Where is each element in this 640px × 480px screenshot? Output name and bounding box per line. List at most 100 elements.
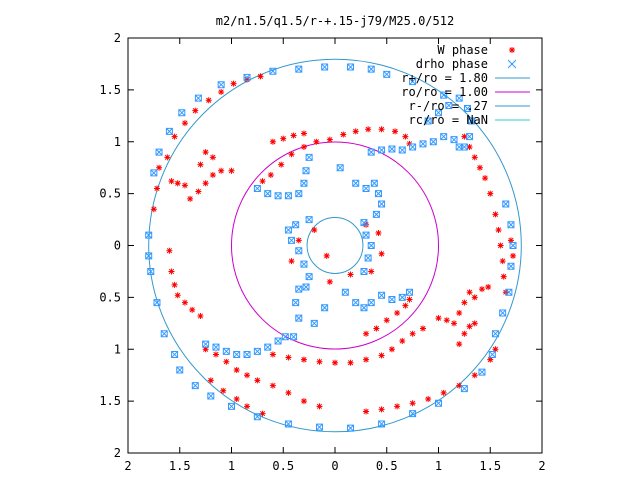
drho-phase-point: [507, 221, 515, 229]
drho-phase-point: [155, 148, 163, 156]
reference-circle: [148, 58, 522, 433]
w-phase-point: [487, 356, 494, 363]
w-phase-point: [482, 175, 489, 182]
w-phase-point: [171, 281, 178, 288]
legend-x-key: [507, 59, 517, 69]
w-phase-point: [461, 330, 468, 337]
w-phase-point: [230, 80, 237, 87]
drho-phase-point: [302, 167, 310, 175]
drho-phase-point: [388, 145, 396, 153]
w-phase-point: [352, 128, 359, 135]
w-phase-point: [288, 258, 295, 265]
w-phase-point: [495, 226, 502, 233]
reference-circles: [148, 58, 522, 433]
w-phase-point: [509, 47, 515, 53]
w-phase-point: [383, 317, 390, 324]
drho-phase-point: [295, 190, 303, 198]
x-tick-label: 1.5: [169, 459, 191, 473]
w-phase-point: [254, 377, 261, 384]
w-phase-point: [181, 182, 188, 189]
w-phase-point: [202, 149, 209, 156]
drho-phase-point: [499, 309, 507, 317]
w-phase-point: [285, 389, 292, 396]
drho-phase-point: [145, 252, 153, 260]
y-tick-label: 1.5: [99, 83, 121, 97]
w-phase-point: [461, 299, 468, 306]
drho-phase-point: [253, 184, 261, 192]
w-phase-point: [456, 309, 463, 316]
w-phase-point: [259, 178, 266, 185]
drho-phase-point: [150, 169, 158, 177]
w-phase-point: [195, 188, 202, 195]
w-phase-point: [209, 171, 216, 178]
drho-phase-point: [409, 410, 417, 418]
w-phase-point: [269, 138, 276, 145]
drho-phase-point: [509, 242, 517, 249]
w-phase-point: [466, 323, 473, 330]
drho-phase-point: [207, 392, 215, 400]
w-phase-point: [368, 268, 375, 275]
w-phase-point: [153, 185, 160, 192]
drho-phase-point: [176, 366, 184, 374]
drho-phase-point: [429, 138, 437, 146]
w-phase-point: [257, 73, 264, 80]
w-phase-point: [365, 126, 372, 133]
w-phase-point: [476, 164, 483, 171]
drho-phase-point: [362, 184, 370, 192]
w-phase-point: [478, 286, 485, 293]
drho-phase-point: [284, 192, 292, 200]
drho-phase-point: [468, 117, 476, 125]
drho-phase-point: [274, 337, 282, 345]
w-phase-point: [326, 278, 333, 285]
drho-phase-point: [160, 330, 168, 338]
x-tick-label: 2: [124, 459, 131, 473]
w-phase-point: [406, 296, 413, 303]
drho-phase-point: [367, 242, 375, 249]
drho-phase-point: [178, 109, 186, 117]
w-phase-point: [466, 289, 473, 296]
drho-phase-point: [352, 179, 360, 187]
drho-phase-point: [212, 343, 220, 351]
y-tick-label: 1: [114, 342, 121, 356]
drho-phase-point: [302, 283, 310, 291]
w-phase-point: [280, 135, 287, 142]
w-phase-point: [202, 346, 209, 353]
legend-label: rc/ro = NaN: [409, 113, 488, 127]
w-phase-point: [267, 171, 274, 178]
w-phase-point: [218, 167, 225, 174]
drho-phase-point: [321, 304, 329, 312]
w-phase-point: [187, 195, 194, 202]
w-phase-point: [492, 211, 499, 218]
drho-phase-point: [372, 210, 380, 218]
drho-phase-point: [153, 299, 161, 307]
reference-circle: [306, 217, 364, 274]
w-phase-point: [300, 398, 307, 405]
w-phase-point: [487, 190, 494, 197]
w-phase-point: [497, 242, 504, 249]
drho-phase-point: [310, 319, 318, 327]
drho-phase-point: [284, 226, 292, 234]
w-phase-point: [207, 377, 214, 384]
drho-phase-point: [305, 153, 313, 161]
w-phase-point: [285, 354, 292, 361]
drho-phase-point: [253, 347, 261, 355]
w-phase-point: [244, 403, 251, 410]
w-phase-point: [288, 151, 295, 158]
drho-phase-point: [300, 260, 308, 268]
w-phase-point: [402, 302, 409, 309]
w-phase-point: [340, 131, 347, 138]
w-phase-point: [440, 389, 447, 396]
w-phase-point: [378, 406, 385, 413]
drho-phase-point: [491, 330, 499, 338]
w-phase-point: [209, 154, 216, 161]
drho-phase-point: [502, 200, 510, 208]
drho-phase-point: [147, 267, 155, 275]
drho-phase-point: [269, 67, 277, 75]
w-phase-point: [394, 309, 401, 316]
w-phase-point: [220, 387, 227, 394]
drho-phase-point: [460, 143, 468, 151]
drho-phase-point: [424, 117, 432, 125]
drho-phase-point: [292, 221, 300, 229]
w-phase-point: [378, 250, 385, 257]
